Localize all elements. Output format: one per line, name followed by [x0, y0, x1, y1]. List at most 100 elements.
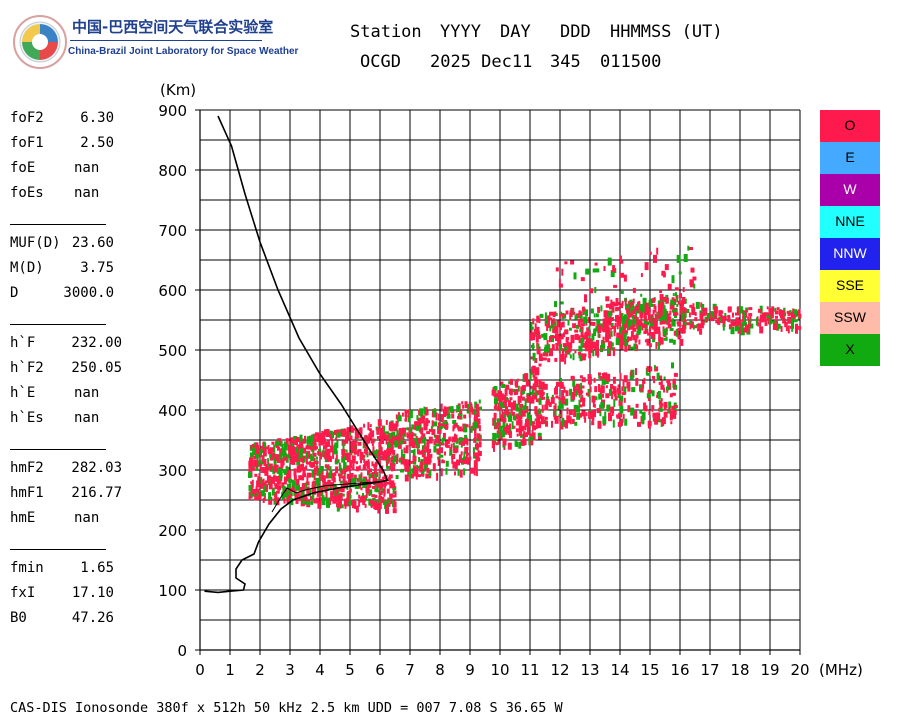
echo-point	[557, 405, 561, 410]
echo-point	[784, 312, 787, 317]
header-value-time: 011500	[600, 52, 662, 72]
echo-point	[573, 387, 577, 393]
echo-point	[373, 467, 377, 475]
echo-point	[537, 432, 542, 437]
echo-point	[627, 319, 632, 326]
echo-point	[575, 384, 580, 388]
echo-point	[347, 477, 350, 485]
echo-point	[673, 405, 678, 408]
echo-point	[608, 342, 612, 348]
echo-point	[332, 495, 337, 504]
echo-point	[574, 421, 578, 426]
y-tick-label: 200	[158, 522, 187, 540]
echo-point	[425, 410, 429, 416]
echo-point	[327, 448, 330, 455]
echo-point	[612, 265, 616, 273]
echo-point	[333, 483, 337, 489]
echo-point	[423, 423, 426, 430]
echo-point	[313, 475, 316, 480]
echo-point	[340, 504, 344, 509]
echo-point	[647, 321, 649, 326]
echo-point	[692, 303, 695, 309]
echo-point	[332, 477, 336, 483]
echo-point	[299, 441, 304, 449]
echo-point	[314, 461, 319, 464]
echo-point	[616, 414, 621, 418]
echo-point	[612, 303, 617, 307]
echo-point	[626, 339, 629, 342]
echo-point	[664, 320, 667, 324]
echo-point	[748, 318, 751, 325]
echo-point	[453, 422, 456, 430]
echo-point	[392, 488, 395, 494]
echo-point	[554, 321, 557, 327]
echo-point	[326, 499, 330, 508]
echo-point	[744, 324, 749, 329]
echo-point	[632, 318, 637, 325]
echo-point	[450, 443, 453, 448]
echo-point	[679, 305, 683, 314]
echo-point	[377, 455, 381, 463]
echo-point	[368, 476, 371, 483]
echo-point	[521, 410, 526, 417]
echo-point	[543, 333, 548, 341]
echo-point	[773, 321, 776, 327]
echo-point	[329, 498, 332, 506]
echo-point	[299, 445, 304, 454]
echo-point	[277, 446, 280, 451]
legend-item-sse: SSE	[820, 270, 880, 302]
echo-point	[466, 452, 468, 457]
echo-point	[557, 337, 562, 346]
echo-point	[463, 414, 467, 419]
echo-point	[604, 411, 607, 419]
echo-point	[654, 366, 659, 372]
echo-point	[537, 436, 542, 440]
echo-point	[672, 378, 676, 386]
echo-point	[690, 267, 695, 273]
echo-point	[395, 420, 399, 427]
echo-point	[759, 314, 764, 323]
echo-point	[505, 410, 509, 416]
echo-point	[530, 396, 535, 404]
echo-point	[595, 313, 599, 318]
echo-point	[693, 283, 696, 289]
echo-point	[728, 324, 732, 330]
echo-point	[441, 437, 445, 442]
echo-point	[408, 465, 411, 473]
echo-point	[573, 404, 578, 411]
echo-point	[641, 325, 644, 331]
echo-point	[271, 476, 275, 484]
echo-point	[672, 339, 676, 345]
echo-point	[554, 387, 558, 395]
echo-point	[615, 306, 620, 311]
echo-point	[663, 387, 666, 393]
echo-point	[383, 488, 386, 496]
echo-point	[501, 430, 504, 438]
echo-point	[525, 433, 528, 437]
echo-point	[323, 445, 326, 450]
echo-point	[445, 440, 448, 448]
echo-point	[529, 433, 533, 438]
echo-point	[320, 469, 324, 476]
echo-point	[665, 336, 668, 341]
echo-point	[376, 480, 380, 487]
echo-point	[263, 485, 267, 493]
echo-point	[736, 321, 739, 327]
echo-point	[349, 499, 354, 506]
echo-point	[601, 339, 604, 347]
echo-point	[627, 405, 631, 413]
echo-point	[635, 310, 638, 317]
echo-point	[368, 437, 370, 444]
echo-point	[639, 304, 644, 311]
echo-point	[578, 340, 582, 344]
echo-point	[351, 500, 355, 509]
echo-point	[411, 424, 415, 430]
echo-point	[248, 468, 251, 475]
echo-point	[248, 485, 252, 491]
echo-point	[335, 466, 339, 474]
echo-point	[438, 422, 440, 429]
echo-point	[770, 320, 774, 324]
echo-point	[403, 447, 406, 454]
echo-point	[573, 409, 577, 417]
echo-point	[629, 336, 633, 341]
